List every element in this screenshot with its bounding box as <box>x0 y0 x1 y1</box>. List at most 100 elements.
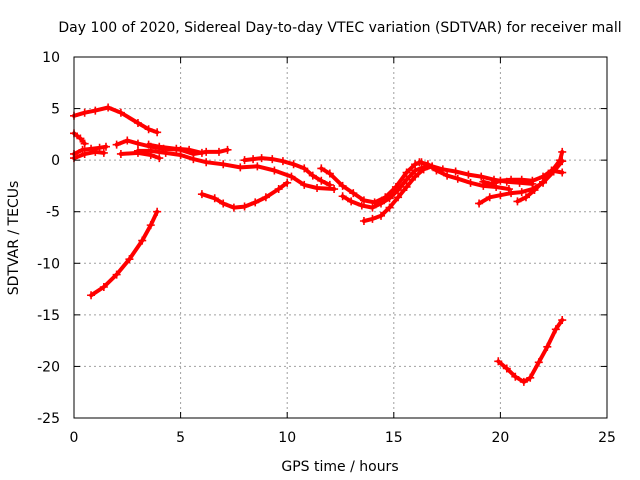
data-point <box>558 168 567 177</box>
data-point <box>80 108 89 117</box>
data-point <box>338 192 347 201</box>
data-point <box>146 146 155 155</box>
y-tick-label: -5 <box>46 205 60 221</box>
grid-lines <box>74 57 607 418</box>
data-point <box>317 176 326 185</box>
data-point <box>394 193 403 202</box>
y-tick-label: 10 <box>42 50 60 66</box>
data-point <box>80 139 89 148</box>
data-point <box>338 181 347 190</box>
series-trace <box>242 156 332 187</box>
data-point <box>443 171 452 180</box>
data-point <box>185 145 194 154</box>
data-point <box>176 150 185 159</box>
series-arc-9 <box>240 154 334 189</box>
data-point <box>112 140 121 149</box>
data-point <box>377 211 386 220</box>
data-point <box>138 236 147 245</box>
data-point <box>308 171 317 180</box>
data-point <box>519 377 528 386</box>
data-point <box>155 142 164 151</box>
data-point <box>415 158 424 167</box>
data-point <box>283 178 292 187</box>
data-point <box>411 172 420 181</box>
data-point <box>236 163 245 172</box>
data-point <box>558 316 567 325</box>
x-axis-label: GPS time / hours <box>281 459 398 475</box>
data-point <box>313 183 322 192</box>
data-point <box>153 128 162 137</box>
chart-title: Day 100 of 2020, Sidereal Day-to-day VTE… <box>58 20 621 36</box>
x-tick-label: 0 <box>70 430 79 446</box>
data-point <box>547 167 556 176</box>
data-point <box>116 149 125 158</box>
data-point <box>240 202 249 211</box>
data-point <box>300 164 309 173</box>
data-point <box>287 172 296 181</box>
data-point <box>453 174 462 183</box>
data-point <box>543 342 552 351</box>
data-point <box>528 176 537 185</box>
y-tick-label: -25 <box>37 411 60 427</box>
y-tick-label: -10 <box>37 256 60 272</box>
data-point <box>202 158 211 167</box>
data-point <box>104 103 113 112</box>
data-point <box>368 203 377 212</box>
data-point <box>270 166 279 175</box>
x-tick-label: 15 <box>385 430 403 446</box>
data-marks <box>70 103 567 386</box>
series-arc-18 <box>87 207 162 300</box>
series-arc-4 <box>70 147 108 163</box>
data-point <box>347 197 356 206</box>
data-point <box>359 196 368 205</box>
data-point <box>240 156 249 165</box>
data-point <box>87 291 96 300</box>
data-point <box>517 188 526 197</box>
series-trace <box>72 149 106 161</box>
data-point <box>210 194 219 203</box>
data-point <box>133 139 142 148</box>
data-point <box>249 155 258 164</box>
x-tick-label: 5 <box>176 430 185 446</box>
data-point <box>330 185 339 194</box>
data-point <box>402 182 411 191</box>
y-tick-label: 0 <box>51 153 60 169</box>
x-tick-label: 25 <box>598 430 616 446</box>
data-point <box>394 186 403 195</box>
data-point <box>78 145 87 154</box>
data-point <box>556 156 565 165</box>
data-point <box>197 148 206 157</box>
data-point <box>485 193 494 202</box>
data-point <box>80 149 89 158</box>
data-point <box>274 185 283 194</box>
series-arc-11 <box>317 158 426 207</box>
data-point <box>494 357 503 366</box>
series-arc-1 <box>70 103 162 137</box>
data-point <box>558 147 567 156</box>
data-point <box>101 142 110 151</box>
data-point <box>511 372 520 381</box>
data-point <box>349 189 358 198</box>
data-point <box>507 175 516 184</box>
data-point <box>197 190 206 199</box>
data-point <box>223 145 232 154</box>
data-point <box>153 207 162 216</box>
data-point <box>116 108 125 117</box>
data-point <box>123 136 132 145</box>
data-point <box>253 162 262 171</box>
data-point <box>466 178 475 187</box>
data-point <box>539 177 548 186</box>
data-point <box>451 167 460 176</box>
series-arc-19 <box>494 316 567 386</box>
data-point <box>464 170 473 179</box>
data-point <box>377 199 386 208</box>
data-point <box>385 194 394 203</box>
series-arc-10 <box>197 178 292 212</box>
data-point <box>99 148 108 157</box>
data-point <box>502 364 511 373</box>
data-point <box>357 201 366 210</box>
data-point <box>251 198 260 207</box>
data-point <box>172 144 181 153</box>
series-arc-17 <box>513 147 567 206</box>
